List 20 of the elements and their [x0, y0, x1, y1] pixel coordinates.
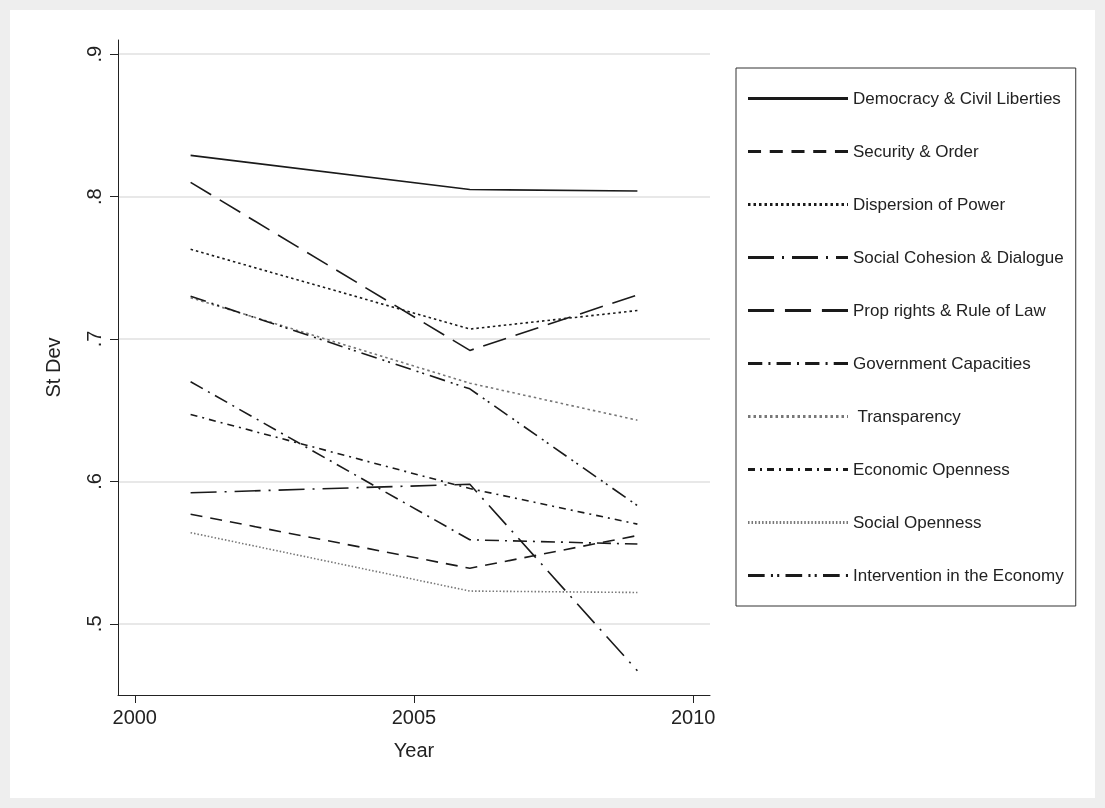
legend-label: Intervention in the Economy	[853, 566, 1065, 585]
legend-label: Social Cohesion & Dialogue	[853, 248, 1064, 267]
y-tick-label: .6	[83, 473, 105, 490]
legend-label: Transparency	[853, 407, 962, 426]
legend-label: Economic Openness	[853, 460, 1010, 479]
legend-label: Prop rights & Rule of Law	[853, 301, 1047, 320]
legend-label: Dispersion of Power	[853, 195, 1006, 214]
legend-label: Security & Order	[853, 142, 979, 161]
x-tick-label: 2005	[391, 706, 437, 728]
y-tick-label: .5	[83, 615, 105, 633]
x-tick-label: 2010	[671, 706, 716, 728]
y-tick-label: .9	[83, 45, 105, 63]
x-axis-title: Year	[393, 739, 435, 761]
y-tick-label: .8	[83, 188, 105, 205]
legend-label: Democracy & Civil Liberties	[853, 89, 1061, 108]
legend-label: Government Capacities	[853, 354, 1031, 373]
y-axis-title: St Dev	[42, 337, 64, 398]
x-tick-label: 2000	[112, 706, 157, 728]
y-tick-label: .7	[83, 330, 105, 348]
legend-label: Social Openness	[853, 513, 982, 532]
